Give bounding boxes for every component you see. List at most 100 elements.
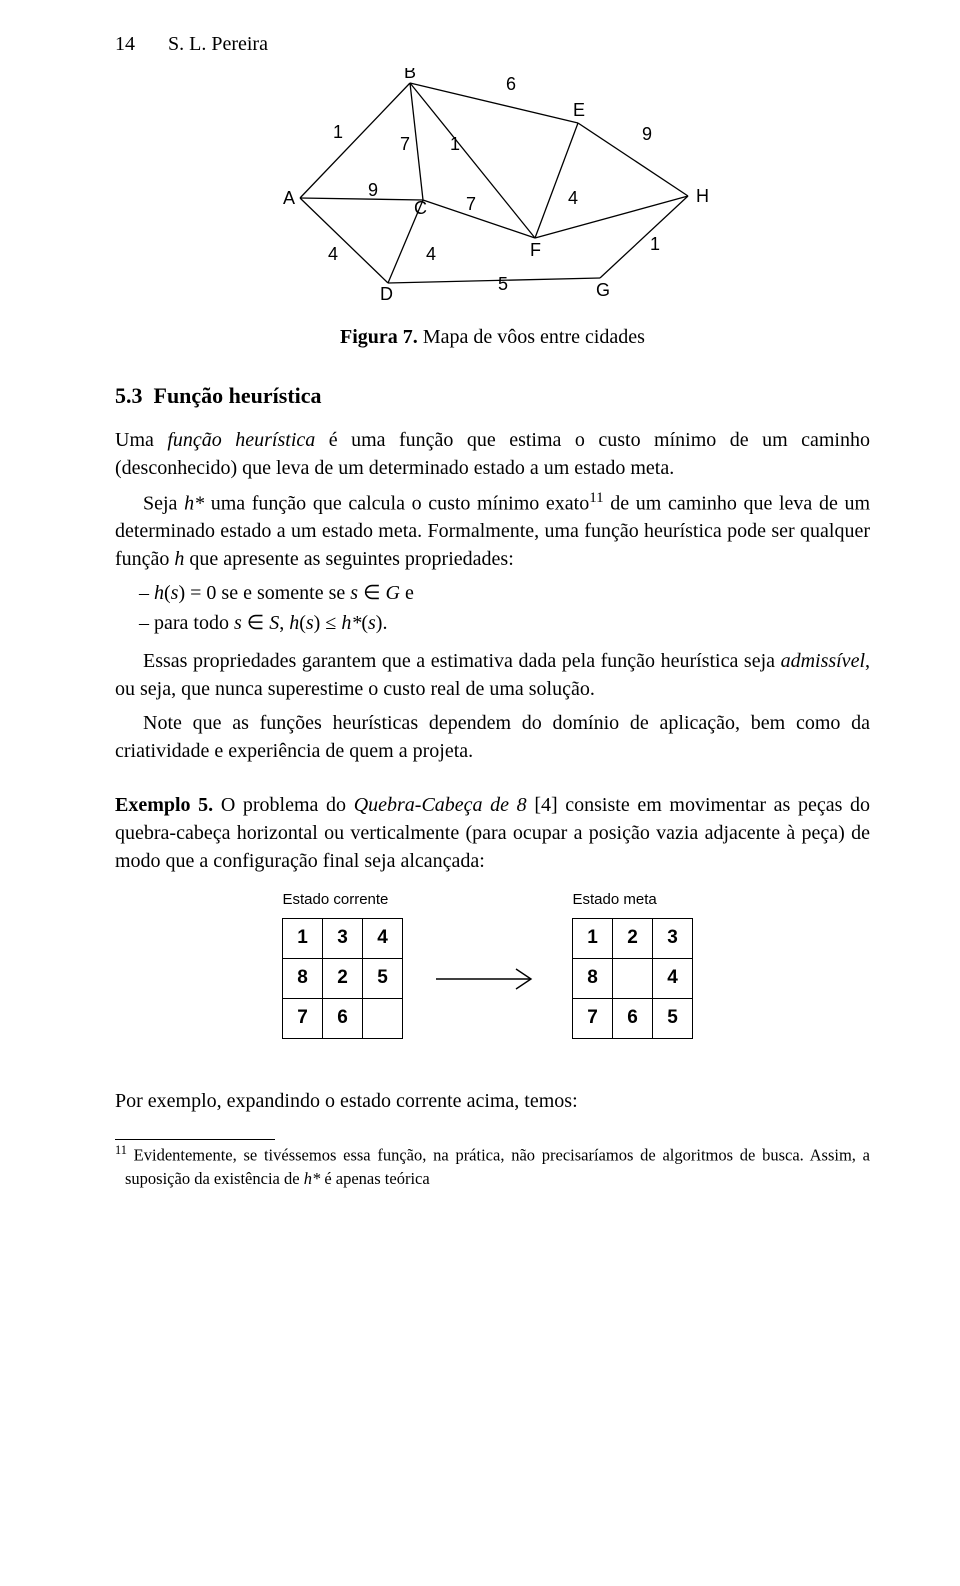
puzzle-cell: 7 bbox=[572, 998, 613, 1039]
node-label: F bbox=[530, 240, 541, 260]
list-item: h(s) = 0 se e somente se s ∈ G e bbox=[139, 579, 870, 607]
graph-edge bbox=[300, 198, 423, 200]
edge-weight: 1 bbox=[333, 122, 343, 142]
edge-weight: 1 bbox=[450, 134, 460, 154]
edge-weight: 6 bbox=[506, 74, 516, 94]
graph-edge bbox=[300, 83, 410, 198]
graph-edge bbox=[300, 198, 388, 283]
math: s bbox=[306, 612, 314, 634]
edge-weight: 7 bbox=[466, 194, 476, 214]
running-author: S. L. Pereira bbox=[168, 33, 268, 55]
math: s bbox=[171, 582, 179, 604]
puzzle-cell: 7 bbox=[282, 998, 323, 1039]
node-label: A bbox=[283, 188, 295, 208]
edge-weight: 1 bbox=[650, 234, 660, 254]
edge-weight: 7 bbox=[400, 134, 410, 154]
math-cal: S bbox=[269, 612, 279, 634]
math-hstar: h* bbox=[304, 1169, 321, 1188]
text: é apenas teórica bbox=[320, 1169, 429, 1188]
example-label: Exemplo 5. bbox=[115, 794, 213, 816]
arrow-icon bbox=[436, 959, 546, 999]
graph-edge bbox=[423, 200, 535, 238]
node-label: G bbox=[596, 280, 610, 300]
paragraph-4: Note que as funções heurísticas dependem… bbox=[115, 709, 870, 765]
graph-edge bbox=[410, 83, 535, 238]
property-list: h(s) = 0 se e somente se s ∈ G e para to… bbox=[139, 579, 870, 637]
edge-weight: 5 bbox=[498, 274, 508, 294]
puzzle-left: Estado corrente 13482576 bbox=[283, 889, 403, 1038]
city-graph-svg: 1 9 4 7 6 1 4 7 5 4 9 1 A B C D E F G H bbox=[268, 68, 718, 313]
puzzle-cell: 8 bbox=[572, 958, 613, 999]
node-label: H bbox=[696, 186, 709, 206]
math: s bbox=[350, 582, 358, 604]
figure-caption-label: Figura 7. bbox=[340, 326, 418, 348]
text: Evidentemente, se tivéssemos essa função… bbox=[125, 1146, 870, 1188]
footnote: 11 Evidentemente, se tivéssemos essa fun… bbox=[115, 1142, 870, 1190]
math: h* bbox=[341, 612, 361, 634]
graph-edge bbox=[388, 278, 600, 283]
math: s bbox=[368, 612, 376, 634]
term-italic: admissível bbox=[781, 650, 865, 672]
math: h bbox=[154, 582, 164, 604]
text: O problema do bbox=[213, 794, 354, 816]
puzzle-cell: 2 bbox=[612, 918, 653, 959]
figure-caption-text: Mapa de vôos entre cidades bbox=[418, 326, 645, 348]
node-label: B bbox=[404, 68, 416, 82]
math: h bbox=[289, 612, 299, 634]
node-label: D bbox=[380, 284, 393, 304]
text: Essas propriedades garantem que a estima… bbox=[143, 650, 781, 672]
term-italic: função heurística bbox=[167, 429, 315, 451]
graph-edge bbox=[410, 83, 423, 200]
footnote-number: 11 bbox=[115, 1143, 127, 1157]
puzzle-cell bbox=[612, 958, 653, 999]
puzzle-right-title: Estado meta bbox=[573, 889, 693, 910]
math-hstar: h* bbox=[184, 492, 204, 514]
node-label: C bbox=[414, 198, 427, 218]
text: Seja bbox=[143, 492, 184, 514]
edge-weight: 9 bbox=[368, 180, 378, 200]
puzzle-cell: 3 bbox=[322, 918, 363, 959]
math: s bbox=[234, 612, 242, 634]
text: Uma bbox=[115, 429, 167, 451]
page-number: 14 bbox=[115, 30, 135, 58]
puzzle-left-grid: 13482576 bbox=[283, 918, 403, 1038]
puzzle-right-grid: 12384765 bbox=[573, 918, 693, 1038]
puzzle-cell: 6 bbox=[322, 998, 363, 1039]
graph-edge bbox=[535, 123, 578, 238]
footnote-mark: 11 bbox=[589, 490, 603, 506]
term-italic: Quebra-Cabeça de 8 bbox=[354, 794, 527, 816]
puzzle-figure: Estado corrente 13482576 Estado meta 123… bbox=[213, 889, 773, 1069]
text: uma função que calcula o custo mínimo ex… bbox=[204, 492, 589, 514]
section-heading: 5.3 Função heurística bbox=[115, 381, 870, 412]
puzzle-cell: 4 bbox=[652, 958, 693, 999]
puzzle-cell bbox=[362, 998, 403, 1039]
paragraph-3: Essas propriedades garantem que a estima… bbox=[115, 647, 870, 703]
node-label: E bbox=[573, 100, 585, 120]
section-title: Função heurística bbox=[154, 383, 322, 408]
puzzle-cell: 3 bbox=[652, 918, 693, 959]
graph-edge bbox=[578, 123, 688, 196]
edge-weight: 4 bbox=[568, 188, 578, 208]
puzzle-right: Estado meta 12384765 bbox=[573, 889, 693, 1038]
paragraph-5: Por exemplo, expandindo o estado corrent… bbox=[115, 1087, 870, 1115]
puzzle-cell: 1 bbox=[572, 918, 613, 959]
edge-weight: 4 bbox=[426, 244, 436, 264]
graph-figure: 1 9 4 7 6 1 4 7 5 4 9 1 A B C D E F G H bbox=[268, 68, 718, 313]
puzzle-cell: 2 bbox=[322, 958, 363, 999]
puzzle-cell: 5 bbox=[652, 998, 693, 1039]
list-item: para todo s ∈ S, h(s) ≤ h*(s). bbox=[139, 609, 870, 637]
puzzle-cell: 1 bbox=[282, 918, 323, 959]
puzzle-left-title: Estado corrente bbox=[283, 889, 403, 910]
paragraph-2: Seja h* uma função que calcula o custo m… bbox=[115, 488, 870, 574]
puzzle-cell: 6 bbox=[612, 998, 653, 1039]
edge-weight: 4 bbox=[328, 244, 338, 264]
footnote-rule bbox=[115, 1139, 275, 1140]
running-header: 14 S. L. Pereira bbox=[115, 30, 870, 58]
math-cal: G bbox=[385, 582, 399, 604]
example-paragraph: Exemplo 5. O problema do Quebra-Cabeça d… bbox=[115, 791, 870, 875]
math-h: h bbox=[174, 548, 184, 570]
section-number: 5.3 bbox=[115, 383, 143, 408]
graph-edge bbox=[410, 83, 578, 123]
paragraph-1: Uma função heurística é uma função que e… bbox=[115, 426, 870, 482]
edge-weight: 9 bbox=[642, 124, 652, 144]
